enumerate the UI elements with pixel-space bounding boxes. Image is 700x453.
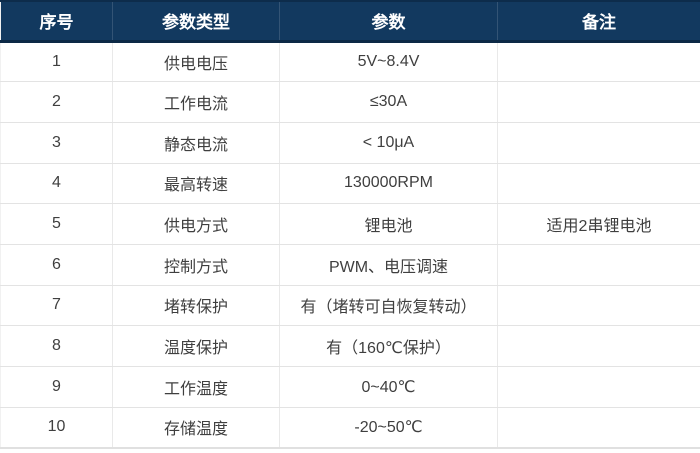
cell-param: 锂电池 — [279, 203, 498, 245]
cell-index: 5 — [0, 203, 113, 245]
cell-param-type: 最高转速 — [112, 163, 280, 205]
cell-note — [497, 163, 700, 205]
cell-param: 130000RPM — [279, 163, 498, 205]
header-param-type: 参数类型 — [112, 0, 280, 43]
cell-index: 9 — [0, 366, 113, 408]
cell-param-type: 工作电流 — [112, 81, 280, 123]
table-row: 5 供电方式 锂电池 适用2串锂电池 — [0, 203, 700, 245]
cell-param-type: 供电电压 — [112, 41, 280, 83]
table-row: 3 静态电流 < 10μA — [0, 122, 700, 164]
table-row: 8 温度保护 有（160℃保护） — [0, 325, 700, 367]
header-param: 参数 — [279, 0, 498, 43]
table-row: 2 工作电流 ≤30A — [0, 81, 700, 123]
table-row: 7 堵转保护 有（堵转可自恢复转动） — [0, 285, 700, 327]
table-row: 9 工作温度 0~40℃ — [0, 366, 700, 408]
cell-index: 8 — [0, 325, 113, 367]
cell-param: 有（堵转可自恢复转动） — [279, 285, 498, 327]
cell-param-type: 供电方式 — [112, 203, 280, 245]
cell-param: 5V~8.4V — [279, 41, 498, 83]
cell-param: < 10μA — [279, 122, 498, 164]
cell-param-type: 堵转保护 — [112, 285, 280, 327]
cell-index: 7 — [0, 285, 113, 327]
table-row: 10 存储温度 -20~50℃ — [0, 407, 700, 449]
cell-index: 2 — [0, 81, 113, 123]
table-row: 6 控制方式 PWM、电压调速 — [0, 244, 700, 286]
table-row: 4 最高转速 130000RPM — [0, 163, 700, 205]
cell-param-type: 静态电流 — [112, 122, 280, 164]
header-row: 序号 参数类型 参数 备注 — [0, 0, 700, 43]
cell-index: 3 — [0, 122, 113, 164]
cell-index: 1 — [0, 41, 113, 83]
cell-param: 0~40℃ — [279, 366, 498, 408]
cell-note — [497, 366, 700, 408]
cell-param: 有（160℃保护） — [279, 325, 498, 367]
cell-note — [497, 325, 700, 367]
cell-param: -20~50℃ — [279, 407, 498, 449]
cell-note — [497, 41, 700, 83]
cell-note: 适用2串锂电池 — [497, 203, 700, 245]
cell-note — [497, 81, 700, 123]
cell-index: 6 — [0, 244, 113, 286]
cell-note — [497, 407, 700, 449]
cell-index: 10 — [0, 407, 113, 449]
cell-param-type: 控制方式 — [112, 244, 280, 286]
header-note: 备注 — [497, 0, 700, 43]
cell-note — [497, 122, 700, 164]
cell-param: ≤30A — [279, 81, 498, 123]
cell-note — [497, 285, 700, 327]
header-index: 序号 — [0, 0, 113, 43]
cell-param-type: 温度保护 — [112, 325, 280, 367]
cell-index: 4 — [0, 163, 113, 205]
cell-param: PWM、电压调速 — [279, 244, 498, 286]
cell-note — [497, 244, 700, 286]
table-row: 1 供电电压 5V~8.4V — [0, 41, 700, 83]
cell-param-type: 存储温度 — [112, 407, 280, 449]
cell-param-type: 工作温度 — [112, 366, 280, 408]
